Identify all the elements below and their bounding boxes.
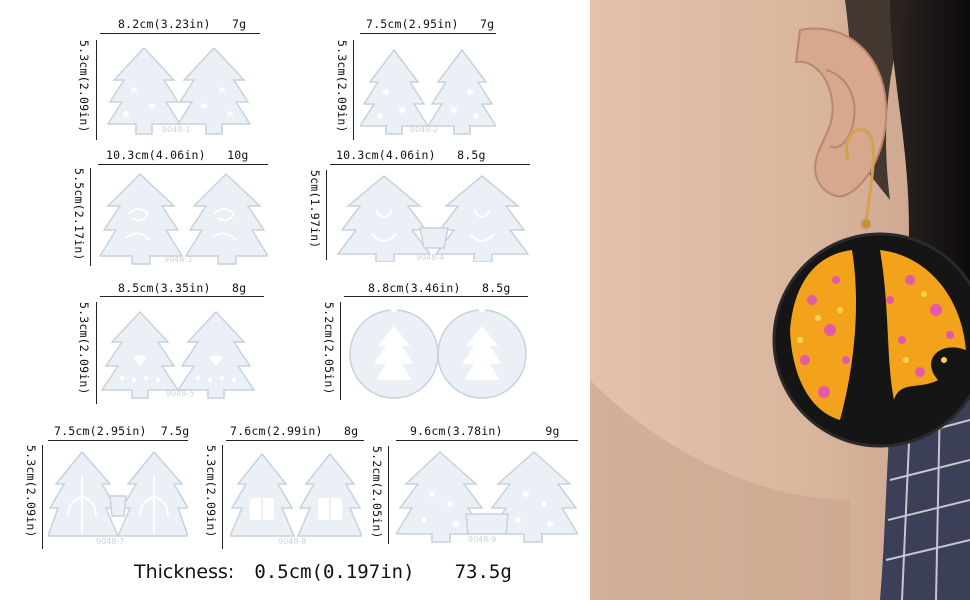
mold-4-width-label: 10.3cm(4.06in) 8.5g (336, 148, 486, 162)
earring-photo (590, 0, 970, 600)
mold-5-height-label: 5.3cm(2.09in) (77, 302, 91, 395)
mold-1-height-label: 5.3cm(2.09in) (77, 40, 91, 133)
mold-1-tree-pair: 9048-1 (106, 42, 252, 135)
mold-4-width-line (330, 164, 530, 165)
mold-3-width-line (98, 164, 268, 165)
mold-8-width-line (226, 440, 364, 441)
mold-7-height-label: 5.3cm(2.09in) (24, 445, 38, 538)
mold-5-code: 9048-5 (166, 389, 194, 398)
mold-8-height-line (222, 445, 223, 549)
mold-5-width-label: 8.5cm(3.35in) 8g (118, 281, 247, 295)
mold-6-width-label: 8.8cm(3.46in) 8.5g (368, 281, 511, 295)
mold-1-width-line (100, 33, 260, 34)
mold-8-height-label: 5.3cm(2.09in) (204, 445, 218, 538)
mold-4-height-line (326, 170, 327, 260)
mold-3-tree-pair: 9048-3 (98, 172, 268, 265)
mold-3-code: 9048-3 (164, 255, 192, 264)
mold-9-width-label: 9.6cm(3.78in) 9g (410, 424, 560, 438)
mold-6-width-line (344, 296, 528, 297)
mold-6-height-label: 5.2cm(2.05in) (322, 302, 336, 395)
mold-1-code: 9048-1 (162, 125, 190, 134)
thickness-value: 0.5cm(0.197in) (254, 561, 415, 583)
mold-5-width-line (100, 296, 264, 297)
earring-photo-illustration (590, 0, 970, 600)
mold-4-tree-pair: 9048-4 (336, 175, 530, 262)
mold-4-code: 9048-4 (416, 253, 444, 262)
thickness-spec: Thickness: 0.5cm(0.197in) 73.5g (134, 561, 512, 583)
mold-5-height-line (96, 302, 97, 404)
mold-3-height-label: 5.5cm(2.17in) (72, 168, 86, 261)
mold-8-code: 9048-8 (278, 537, 306, 546)
mold-5-tree-pair: 9048-5 (100, 310, 256, 399)
mold-6-ornament-pair (349, 304, 527, 399)
mold-2-height-label: 5.3cm(2.09in) (335, 40, 349, 133)
mold-9-height-label: 5.2cm(2.05in) (370, 446, 384, 539)
mold-7-code: 9048-7 (96, 537, 124, 546)
mold-9-width-line (396, 440, 578, 441)
mold-3-width-label: 10.3cm(4.06in) 10g (106, 148, 249, 162)
total-weight: 73.5g (454, 561, 512, 583)
mold-8-tree-pair: 9048-8 (230, 452, 362, 546)
mold-2-tree-pair: 9048-2 (360, 48, 496, 135)
mold-6-height-line (340, 302, 341, 400)
mold-2-height-line (353, 40, 354, 140)
mold-7-tree-pair: 9048-7 (48, 450, 188, 546)
thickness-label: Thickness: (134, 561, 235, 583)
mold-7-height-line (42, 445, 43, 549)
mold-8-width-label: 7.6cm(2.99in) 8g (230, 424, 359, 438)
mold-2-width-label: 7.5cm(2.95in) 7g (366, 17, 495, 31)
mold-1-width-label: 8.2cm(3.23in) 7g (118, 17, 247, 31)
mold-9-height-line (388, 446, 389, 544)
mold-7-width-label: 7.5cm(2.95in) 7.5g (54, 424, 190, 438)
mold-3-height-line (90, 168, 91, 266)
product-spec-panel: 8.2cm(3.23in) 7g 5.3cm(2.09in) 9048-1 7.… (24, 17, 578, 583)
mold-2-width-line (360, 33, 496, 34)
mold-4-height-label: 5cm(1.97in) (308, 170, 322, 249)
mold-2-code: 9048-2 (410, 125, 438, 134)
mold-1-height-line (96, 40, 97, 140)
mold-9-code: 9048-9 (468, 535, 496, 544)
mold-7-width-line (48, 440, 188, 441)
mold-9-tree-pair: 9048-9 (396, 450, 578, 544)
